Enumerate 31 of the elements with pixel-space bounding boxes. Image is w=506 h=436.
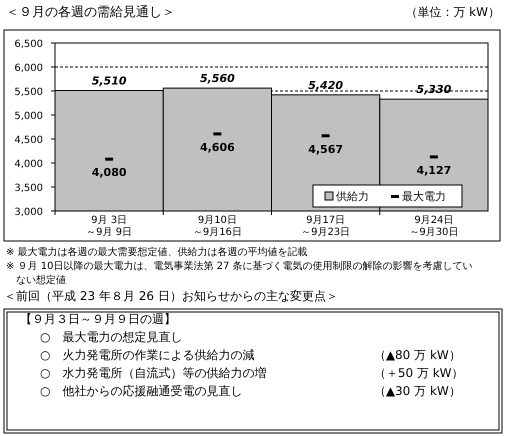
text: ＜前回（平成 23 年８月 26 日）お知らせからの主な変更点＞ <box>4 289 338 303</box>
text: ○ 水力発電所（自流式）等の供給力の増 （＋50 万 kW） <box>40 366 464 380</box>
y-axis-title: （単位：万 kW） <box>405 5 500 19</box>
y-tick-label: 6,000 <box>14 63 43 74</box>
y-tick-label: 6,500 <box>14 39 43 50</box>
text: ※ 最大電力は各週の最大需要想定値、供給力は各週の平均値を記載 <box>6 246 308 258</box>
y-tick-label: 3,000 <box>14 207 43 218</box>
y-tick-label: 4,500 <box>14 135 43 146</box>
text: 【９月３日～９月９日の週】 <box>20 312 176 326</box>
text: ○ 火力発電所の作業による供給力の減 （▲80 万 kW） <box>40 348 461 362</box>
data-label: 5,510 <box>92 74 127 88</box>
data-label: 4,606 <box>200 140 236 154</box>
chart-title: ＜９月の各週の需給見通し＞ <box>6 5 175 20</box>
data-label: 4,080 <box>92 166 127 180</box>
x-tick-label: 9月24日～9月30日 <box>409 215 458 238</box>
x-tick-label: 9月17日～9月23日 <box>301 215 350 238</box>
legend-label: 供給力 <box>336 190 369 203</box>
x-tick-label: 9月 3日～9月 9日 <box>86 215 132 238</box>
x-tick-label: 9月10日～9月16日 <box>192 215 242 238</box>
y-tick-label: 3,500 <box>14 183 43 194</box>
legend-label: 最大電力 <box>402 190 446 203</box>
data-label: 5,420 <box>308 78 344 92</box>
y-tick-label: 5,000 <box>14 111 43 122</box>
text: ○ 最大電力の想定見直し <box>40 330 182 344</box>
y-tick-label: 4,000 <box>14 159 43 170</box>
text: ※ ９月 10日以降の最大電力は、電気事業法第 27 条に基づく電気の使用制限の解除の影響を考慮していない想定値 <box>6 260 473 286</box>
data-label: 4,127 <box>416 164 452 177</box>
y-tick-label: 5,500 <box>14 87 43 98</box>
data-label: 4,567 <box>308 142 344 156</box>
text: ○ 他社からの応援融通受電の見直し （▲30 万 kW） <box>40 384 461 398</box>
data-label: 5,560 <box>200 72 236 86</box>
